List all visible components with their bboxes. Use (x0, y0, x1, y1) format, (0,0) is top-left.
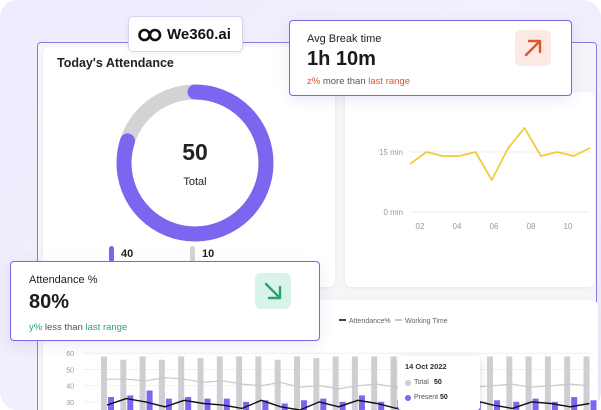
attendance-percent-line (106, 397, 590, 410)
bar-y-tick-label: 40 (66, 384, 74, 391)
line-x-tick-label: 10 (564, 222, 573, 231)
bar-total (197, 358, 204, 410)
bar-y-tick-label: 30 (66, 400, 74, 407)
attendance-range-text: last range (85, 322, 128, 333)
bar-present (165, 398, 172, 410)
line-x-tick-label: 08 (527, 222, 536, 231)
bar-present (571, 397, 578, 410)
avg-break-time-card: Avg Break time 1h 10m z% more than last … (289, 20, 572, 96)
absent-count: 10 (202, 248, 215, 260)
bar-total (583, 356, 590, 410)
bar-present (590, 400, 597, 410)
bar-present (551, 401, 558, 410)
attendance-pct-value: 80% (29, 291, 70, 313)
break-time-line-chart-card: 15 min 0 min 02 04 06 08 10 (345, 92, 595, 287)
bar-present (262, 400, 269, 410)
brand-logo-badge: We360.ai (128, 16, 243, 52)
attendance-pct-comparison: y% less than last range (29, 322, 127, 333)
bar-present (513, 401, 520, 410)
bar-total (332, 356, 339, 410)
bar-present (127, 395, 134, 410)
tooltip-present-label: Present (414, 394, 439, 401)
attendance-trend-icon-box (255, 273, 291, 309)
line-y-tick-label: 15 min (379, 148, 403, 157)
bar-total (506, 356, 513, 410)
tooltip-total-value: 50 (434, 379, 442, 386)
break-change-value: z% (307, 76, 321, 87)
todays-attendance-card: Today's Attendance 50 Total 40 10 (43, 47, 335, 287)
bar-y-tick-label: 60 (66, 351, 74, 358)
bar-present (358, 395, 365, 410)
bar-present (301, 400, 307, 410)
bar-total (294, 356, 300, 410)
bar-present (532, 398, 539, 410)
attendance-donut-chart (116, 84, 274, 242)
tooltip-date: 14 Oct 2022 (405, 362, 447, 371)
bar-present (378, 401, 385, 410)
bar-total (120, 359, 127, 410)
infinity-logo-icon (138, 28, 162, 42)
bar-total (371, 356, 378, 410)
donut-present-arc (116, 84, 274, 242)
bar-total (487, 356, 493, 410)
line-y-tick-label: 0 min (383, 208, 403, 217)
donut-total-value: 50 (182, 139, 208, 165)
attendance-change-value: y% (29, 322, 43, 333)
bar-legend-label: Working Time (405, 318, 448, 325)
present-legend-marker (109, 246, 114, 262)
tooltip-present-dot (405, 395, 411, 401)
bar-present (146, 390, 153, 410)
break-trend-icon-box (515, 30, 551, 66)
bar-total (158, 359, 165, 410)
bar-total (255, 356, 262, 410)
break-card-label: Avg Break time (307, 33, 382, 45)
brand-name: We360.ai (167, 26, 231, 43)
bar-total (101, 356, 107, 410)
attendance-pct-label: Attendance % (29, 274, 98, 286)
bar-total (351, 356, 358, 410)
bar-legend-label: Attendance% (349, 318, 391, 325)
attendance-card-title: Today's Attendance (57, 56, 174, 70)
break-change-text: more than (322, 76, 366, 87)
donut-total-label: Total (183, 176, 207, 188)
tooltip-total-label: Total (414, 379, 429, 386)
bar-total (313, 358, 320, 410)
bar-present (320, 398, 327, 410)
bar-present (185, 397, 192, 410)
bar-total (544, 356, 551, 410)
line-x-tick-label: 06 (490, 222, 499, 231)
working-time-line (107, 376, 590, 390)
bar-y-tick-label: 50 (66, 367, 74, 374)
break-time-series-line (409, 127, 591, 181)
attendance-change-text: less than (44, 322, 83, 333)
bar-total (274, 359, 281, 410)
bar-total (390, 356, 397, 410)
bar-total (216, 356, 223, 410)
bar-present (223, 398, 230, 410)
attendance-percent-card: Attendance % 80% y% less than last range (10, 261, 320, 341)
break-time-line-chart: 15 min 0 min 02 04 06 08 10 (379, 127, 591, 231)
present-count: 40 (121, 248, 134, 260)
line-x-tick-label: 02 (416, 222, 425, 231)
chart-tooltip: 14 Oct 2022 Total 50 Present 50 (398, 356, 480, 410)
line-x-tick-label: 04 (453, 222, 462, 231)
break-card-comparison: z% more than last range (307, 76, 410, 87)
break-card-value: 1h 10m (307, 48, 376, 70)
bar-present (243, 401, 250, 410)
arrow-up-right-icon (524, 39, 542, 57)
bar-total (178, 356, 185, 410)
bar-total (139, 356, 146, 410)
bar-total (564, 356, 571, 410)
tooltip-present-value: 50 (440, 394, 448, 401)
arrow-down-right-icon (264, 282, 282, 300)
bar-total (525, 356, 532, 410)
absent-legend-marker (190, 246, 195, 262)
break-range-text: last range (368, 76, 410, 87)
tooltip-total-dot (405, 380, 411, 386)
